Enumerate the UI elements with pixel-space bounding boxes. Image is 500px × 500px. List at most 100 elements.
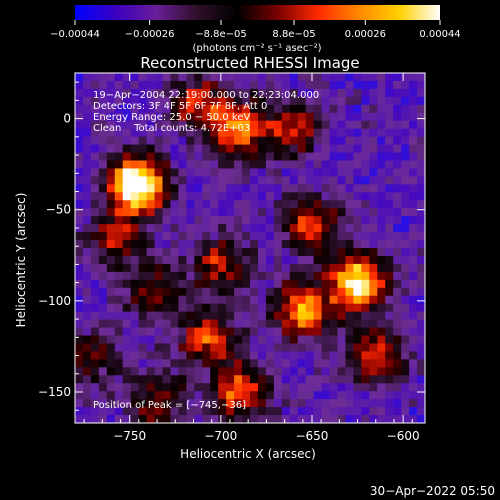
heatmap-cell [417,184,425,193]
heatmap-cell [146,176,156,185]
heatmap-cell [265,184,275,193]
heatmap-cell [210,160,219,170]
heatmap-cell [226,73,235,82]
heatmap-cell [313,415,323,423]
heatmap-cell [218,136,227,146]
heatmap-cell [146,367,156,376]
heatmap-cell [234,263,243,273]
heatmap-cell [313,319,323,329]
heatmap-cell [146,271,156,281]
heatmap-cell [122,120,132,130]
heatmap-cell [289,136,299,146]
heatmap-cell [106,80,116,90]
heatmap-cell [194,303,203,313]
heatmap-cell [202,184,211,193]
heatmap-cell [281,359,291,368]
heatmap-cell [186,287,195,297]
heatmap-cell [186,136,195,146]
heatmap-cell [82,375,92,384]
heatmap-cell [170,176,180,185]
heatmap-cell [417,160,425,170]
heatmap-cell [186,144,195,154]
heatmap-cell [369,327,378,337]
heatmap-cell [194,343,203,353]
heatmap-cell [321,287,331,297]
heatmap-cell [385,311,394,321]
heatmap-cell [281,216,291,225]
heatmap-cell [281,407,291,416]
heatmap-cell [75,399,84,408]
heatmap-cell [305,407,315,416]
heatmap-cell [329,144,339,154]
annotation-energy-range: Energy Range: 25.0 − 50.0 keV [93,112,250,123]
heatmap-cell [417,415,425,423]
heatmap-cell [409,255,418,265]
heatmap-cell [377,319,386,329]
heatmap-cell [385,184,394,193]
heatmap-cell [114,319,124,329]
heatmap-cell [257,192,267,201]
heatmap-cell [82,184,92,193]
heatmap-cell [138,80,148,90]
heatmap-cell [377,216,386,225]
heatmap-cell [257,232,267,241]
heatmap-cell [226,136,235,146]
heatmap-cell [242,152,251,162]
plot-frame [74,72,426,424]
heatmap-cell [202,104,211,114]
heatmap-cell [393,168,402,178]
heatmap-cell [138,335,148,345]
heatmap-cell [257,375,267,384]
heatmap-cell [138,359,148,368]
heatmap-cell [321,248,331,257]
heatmap-cell [75,224,84,233]
heatmap-cell [393,160,402,170]
heatmap-cell [194,224,203,233]
heatmap-cell [273,327,283,337]
heatmap-cell [289,152,299,162]
heatmap-cell [170,192,180,201]
heatmap-cell [226,184,235,193]
heatmap-cell [90,367,100,376]
heatmap-cell [106,407,116,416]
heatmap-cell [98,263,108,273]
heatmap-cell [218,407,227,416]
heatmap-cell [305,224,315,233]
heatmap-cell [281,271,291,281]
heatmap-cell [257,399,267,408]
heatmap-cell [313,359,323,368]
heatmap-cell [353,327,362,337]
heatmap-cell [154,208,164,217]
heatmap-cell [98,248,108,257]
heatmap-cell [82,192,92,201]
heatmap-cell [234,303,243,313]
heatmap-cell [401,359,410,368]
heatmap-cell [265,303,275,313]
heatmap-cell [273,319,283,329]
heatmap-cell [417,216,425,225]
heatmap-cell [106,255,116,265]
heatmap-cell [178,295,187,305]
heatmap-cell [353,263,362,273]
heatmap-cell [281,192,291,201]
heatmap-cell [305,383,315,392]
heatmap-cell [82,144,92,154]
heatmap-cell [393,192,402,201]
heatmap-cell [146,311,156,321]
heatmap-cell [122,240,132,249]
heatmap-cell [122,184,132,193]
heatmap-cell [385,263,394,273]
heatmap-cell [106,184,116,193]
heatmap-cell [409,96,418,106]
heatmap-cell [353,375,362,384]
heatmap-cell [82,343,92,353]
heatmap-cell [369,367,378,376]
heatmap-cell [385,359,394,368]
heatmap-cell [353,367,362,376]
heatmap-cell [106,351,116,360]
heatmap-cell [162,112,172,122]
heatmap-cell [257,240,267,249]
heatmap-cell [273,184,283,193]
heatmap-cell [297,240,307,249]
heatmap-cell [98,415,108,423]
